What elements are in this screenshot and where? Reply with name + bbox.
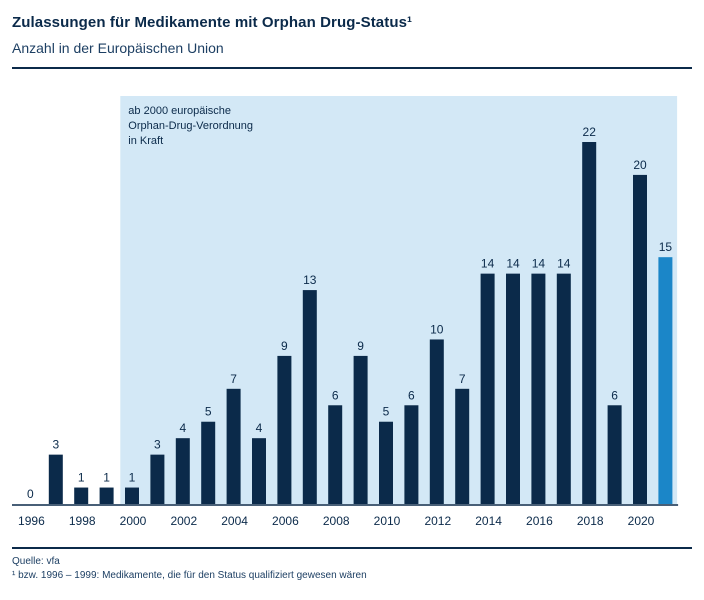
value-label-1999: 1 [103,471,110,485]
annotation-line: in Kraft [128,135,164,147]
x-tick-label-2010: 2010 [374,514,401,528]
x-tick-label-2004: 2004 [221,514,248,528]
value-label-2010: 5 [383,405,390,419]
x-tick-label-2020: 2020 [628,514,655,528]
chart-title: Zulassungen für Medikamente mit Orphan D… [12,14,413,31]
value-label-2008: 6 [332,388,339,402]
value-label-2006: 9 [281,339,288,353]
value-label-2017: 14 [557,257,571,271]
footer-divider [12,547,692,549]
header-divider [12,67,692,69]
value-label-2020: 20 [633,158,647,172]
value-label-2005: 4 [256,421,263,435]
bar-2011 [404,405,419,504]
chart-subtitle: Anzahl in der Europäischen Union [12,40,224,56]
value-label-2009: 9 [357,339,364,353]
bar-2020 [633,174,647,504]
bar-2014 [480,273,495,504]
bar-2013 [455,388,470,504]
value-label-2021: 15 [659,240,673,254]
value-label-2019: 6 [611,388,618,402]
bar-2016 [531,273,546,504]
bar-2008 [328,405,343,504]
bar-1999 [99,487,114,504]
value-label-2013: 7 [459,372,466,386]
bar-2003 [201,421,216,504]
bar-2006 [277,355,292,504]
bar-2015 [506,273,520,504]
bar-2001 [150,454,165,504]
value-label-1996: 0 [27,487,34,501]
x-tick-label-2006: 2006 [272,514,299,528]
bar-2019 [607,405,622,504]
x-tick-label-2000: 2000 [120,514,147,528]
bar-chart: 0 3 1 1 1 3 4 5 7 4 9 13 6 9 5 6 10 7 14 14 14 14 22 6 20 15 1996 1… [12,72,692,542]
bar-2005 [252,438,266,504]
bar-1997 [48,454,63,504]
bar-2007 [302,290,317,504]
value-label-2002: 4 [179,421,186,435]
value-label-1998: 1 [78,471,85,485]
value-label-2018: 22 [583,125,597,139]
x-tick-label-2012: 2012 [424,514,451,528]
source-note: Quelle: vfa [12,556,60,567]
bar-1998 [74,487,89,504]
x-tick-label-2018: 2018 [577,514,604,528]
value-label-2016: 14 [532,257,546,271]
value-label-2015: 14 [506,257,520,271]
bar-2009 [353,355,368,504]
bar-2004 [226,388,241,504]
value-label-2011: 6 [408,388,415,402]
value-label-2012: 10 [430,322,444,336]
value-label-2003: 5 [205,405,212,419]
bar-2017 [556,273,571,504]
x-tick-label-1998: 1998 [69,514,96,528]
x-tick-label-2008: 2008 [323,514,350,528]
value-label-1997: 3 [52,438,59,452]
chart-figure: Zulassungen für Medikamente mit Orphan D… [12,12,692,590]
annotation-line: ab 2000 europäische [128,105,232,117]
value-label-2007: 13 [303,273,317,287]
bar-2010 [379,421,393,504]
value-label-2000: 1 [129,471,136,485]
regulation-annotation: ab 2000 europäische Orphan-Drug-Verordnun… [128,104,253,149]
annotation-line: Orphan-Drug-Verordnung [128,120,254,132]
footnote: ¹ bzw. 1996 – 1999: Medikamente, die für… [12,570,367,581]
x-tick-label-1996: 1996 [18,514,45,528]
x-tick-label-2014: 2014 [475,514,502,528]
bar-2021 [658,257,673,504]
value-label-2014: 14 [481,257,495,271]
bar-2012 [429,339,444,504]
x-tick-label-2016: 2016 [526,514,553,528]
bar-2000 [125,487,139,504]
bar-2018 [582,142,597,504]
x-tick-label-2002: 2002 [170,514,197,528]
value-label-2001: 3 [154,438,161,452]
value-label-2004: 7 [230,372,237,386]
bar-2002 [175,438,190,504]
